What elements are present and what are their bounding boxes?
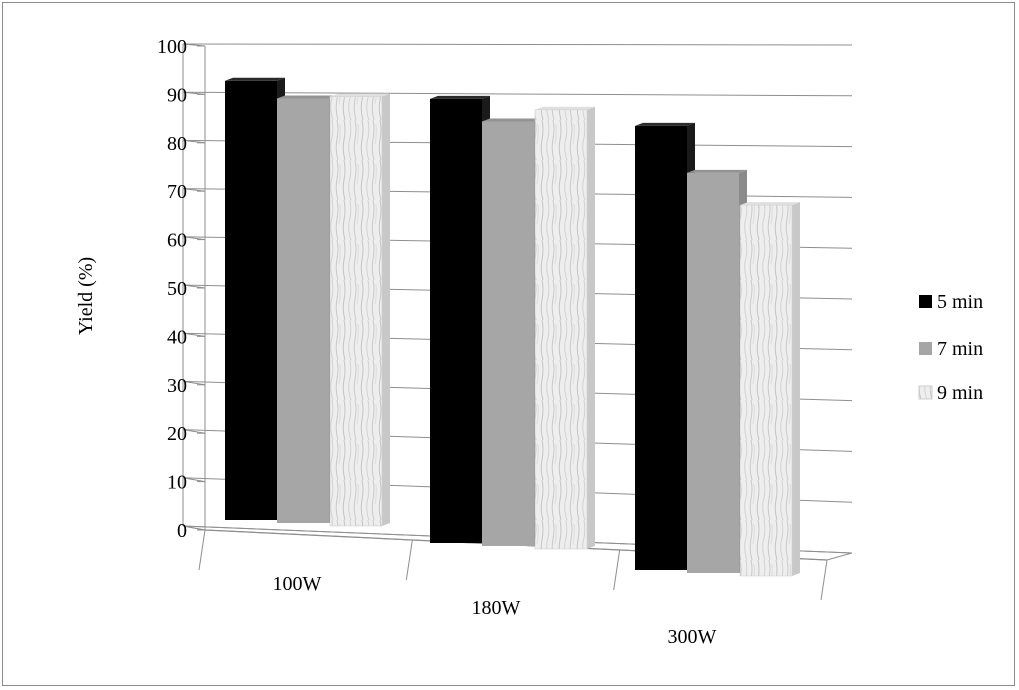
gridline-side [182,332,206,337]
y-tick-label: 100 [157,36,187,58]
x-tick-label: 300W [668,626,717,648]
bar-top [330,93,390,97]
legend-swatch [918,385,933,400]
bar-side [792,202,800,576]
y-tick-label: 40 [167,326,187,348]
bar [687,172,739,573]
x-tick-mark [198,529,206,571]
x-tick-label: 180W [472,597,521,619]
bar-layer [225,77,800,577]
bar [739,204,793,577]
y-tick-label: 70 [167,181,187,203]
y-tick-label: 50 [167,278,187,300]
y-tick-label: 60 [167,230,187,252]
bar-top [687,169,747,173]
gridline-side [182,380,206,386]
bar [430,98,482,544]
gridline-side [182,477,206,483]
bar [635,125,687,571]
y-tick-label: 0 [177,520,187,542]
bar-top [740,202,800,206]
x-tick-mark [405,539,413,581]
bar [225,80,277,521]
y-tick-label: 30 [167,375,187,397]
bar-top [482,118,542,122]
legend-label: 9 min [937,382,983,404]
y-tick-label: 10 [167,472,187,494]
bar [534,109,588,550]
legend-swatch [919,295,932,308]
legend-label: 7 min [937,338,983,360]
bar-top [535,106,595,110]
bar-top [277,95,337,99]
legend: 5 min 7 min 9 min [918,291,983,404]
y-tick-labels: 0 10 20 30 40 50 60 70 80 90 100 [157,36,187,542]
y-axis-label: Yield (%) [75,257,97,335]
gridline [182,91,853,97]
bar-top [225,77,285,81]
x-tick-label: 100W [273,573,322,595]
legend-label: 5 min [937,291,983,313]
legend-swatch [919,342,932,355]
bar [277,98,329,523]
bar-side [382,93,390,526]
bar [482,121,534,546]
x-tick-labels: 100W 180W 300W [273,573,717,648]
y-tick-label: 80 [167,133,187,155]
y-tick-label: 90 [167,84,187,106]
gridline [182,43,853,46]
x-tick-mark [613,549,621,591]
y-tick-label: 20 [167,423,187,445]
bar-top [430,95,490,99]
gridline-side [182,429,206,434]
bar [329,96,383,527]
bar-top [635,122,695,126]
x-tick-mark [820,559,828,601]
bar-side [587,106,595,550]
